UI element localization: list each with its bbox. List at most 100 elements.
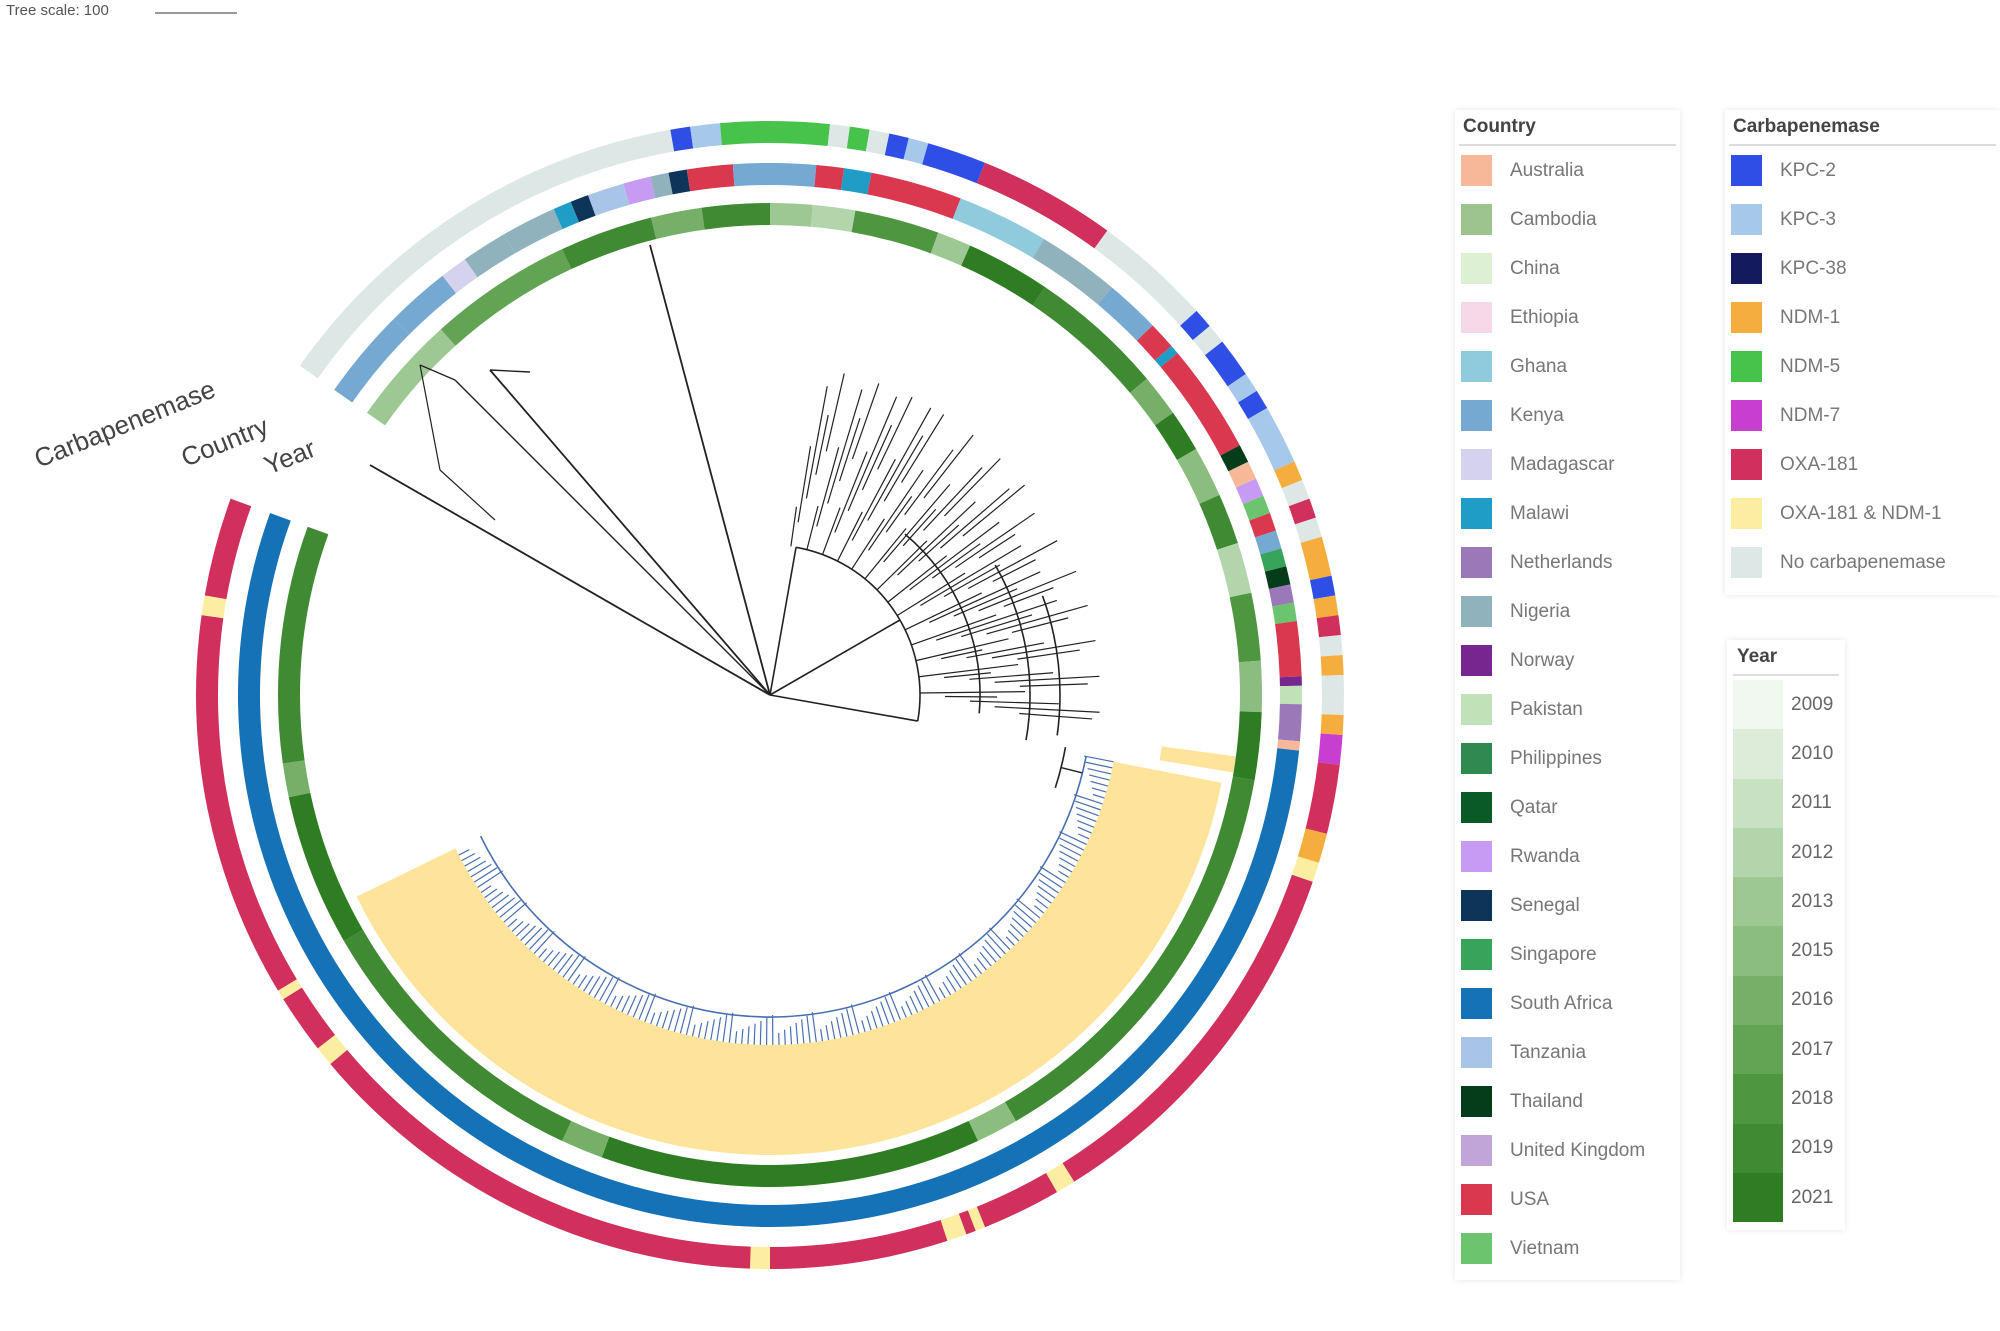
country-swatch — [1461, 1037, 1492, 1068]
country-legend-label: USA — [1510, 1188, 1550, 1210]
tree-branch — [511, 920, 524, 932]
carbapenemase-ring-segment — [277, 979, 302, 1000]
carbapenemase-legend-item-kpc-2: KPC-2 — [1725, 146, 2000, 195]
tree-branch — [716, 1017, 722, 1042]
carbapenemase-legend-label: No carbapenemase — [1780, 551, 1946, 573]
tree-branch — [1037, 885, 1056, 899]
carbapenemase-ring-segment — [1288, 498, 1316, 525]
year-ring-segment — [440, 249, 572, 346]
tree-branch — [850, 1004, 860, 1034]
year-swatch — [1733, 926, 1783, 976]
country-ring-segment — [952, 198, 1045, 258]
tree-branch — [759, 1020, 762, 1045]
tree-branch — [797, 446, 812, 523]
year-legend-label: 2015 — [1791, 940, 1834, 962]
country-legend-label: Thailand — [1510, 1090, 1583, 1112]
country-ring-segment — [1136, 325, 1172, 361]
tree-branch — [913, 990, 924, 1010]
country-swatch — [1461, 645, 1492, 676]
tree-branch — [962, 484, 1026, 537]
tree-branch — [464, 856, 481, 867]
country-swatch — [1461, 449, 1492, 480]
country-swatch — [1461, 302, 1492, 333]
year-ring-segment — [1216, 542, 1252, 598]
tree-branch — [885, 496, 913, 533]
tree-branch — [815, 414, 829, 475]
tree-branch — [572, 974, 581, 985]
tree-branch — [520, 925, 537, 942]
tree-branch — [915, 638, 1009, 662]
year-ring-segment — [701, 203, 770, 230]
tree-branch — [1059, 857, 1076, 868]
tree-branch — [900, 1006, 907, 1018]
year-swatch — [1733, 1074, 1783, 1124]
country-legend-label: Tanzania — [1510, 1041, 1587, 1063]
country-legend-item-usa: USA — [1455, 1175, 1680, 1224]
tree-branch — [901, 414, 945, 483]
country-legend-label: Rwanda — [1510, 845, 1580, 867]
country-legend-item-south-africa: South Africa — [1455, 979, 1680, 1028]
year-ring-segment — [366, 329, 456, 426]
carbapenemase-swatch — [1731, 400, 1762, 431]
carbapenemase-ring-segment — [1192, 326, 1223, 356]
country-ring-segment — [770, 163, 817, 187]
tree-branch — [884, 996, 896, 1023]
tree-branch — [991, 639, 1096, 659]
country-legend-item-qatar: Qatar — [1455, 783, 1680, 832]
annotation-rings — [196, 120, 1344, 1269]
tree-branch — [1077, 826, 1092, 834]
tree-branch — [1019, 683, 1088, 687]
tree-branch — [697, 1022, 703, 1038]
country-ring-segment — [464, 234, 515, 278]
carbapenemase-ring-segment — [749, 1246, 770, 1269]
tree-branch — [952, 964, 967, 986]
carbapenemase-legend-item-oxa-181-ndm-1: OXA-181 & NDM-1 — [1725, 489, 2000, 538]
country-legend-label: Netherlands — [1510, 551, 1613, 573]
tree-branch — [880, 1001, 890, 1025]
tree-branch — [1059, 844, 1082, 857]
tree-branch — [905, 1000, 913, 1016]
country-legend-items: Australia Cambodia China Ethiopia Ghana Kenya… — [1455, 146, 1680, 1273]
country-swatch — [1461, 988, 1492, 1019]
country-ring-segment — [553, 201, 579, 230]
country-legend-item-norway: Norway — [1455, 636, 1680, 685]
tree-branch — [1059, 837, 1085, 851]
tree-branch — [978, 570, 1077, 612]
tree-branch — [507, 918, 518, 928]
country-swatch — [1461, 694, 1492, 725]
carbapenemase-ring-segment — [1305, 762, 1340, 834]
tree-branch — [1059, 850, 1079, 862]
carbapenemase-ring-segment — [1316, 615, 1341, 638]
country-swatch — [1461, 596, 1492, 627]
tree-branch — [484, 888, 498, 899]
tree-branch — [949, 970, 962, 989]
tree-branch — [599, 976, 614, 1002]
tree-branch — [458, 849, 470, 856]
tree-branch — [567, 956, 586, 982]
tree-branch — [976, 957, 987, 971]
year-ring-segment — [562, 217, 657, 270]
year-legend-item-2012: 2012 — [1733, 827, 1845, 878]
country-legend-label: Madagascar — [1510, 453, 1615, 475]
tree-branch — [928, 571, 1041, 623]
tree-branch — [489, 369, 771, 696]
tree-branch — [945, 975, 957, 992]
tree-branch — [986, 604, 1088, 635]
tree-branch — [515, 923, 530, 937]
country-legend-label: Ghana — [1510, 355, 1568, 377]
tree-branch — [909, 995, 919, 1013]
tree-branch — [876, 540, 928, 591]
carbapenemase-ring-segment — [976, 162, 1108, 249]
tree-branch — [477, 870, 503, 888]
tree-branch — [524, 927, 543, 946]
carbapenemase-swatch — [1731, 547, 1762, 578]
country-legend-item-malawi: Malawi — [1455, 489, 1680, 538]
carbapenemase-ring-segment — [1248, 408, 1295, 471]
tree-branch — [795, 1022, 799, 1044]
country-legend-item-pakistan: Pakistan — [1455, 685, 1680, 734]
tree-branch — [495, 897, 516, 914]
carbapenemase-swatch — [1731, 155, 1762, 186]
tree-branch — [969, 672, 1054, 680]
year-legend-label: 2010 — [1791, 742, 1834, 764]
tree-branch — [679, 1007, 688, 1034]
